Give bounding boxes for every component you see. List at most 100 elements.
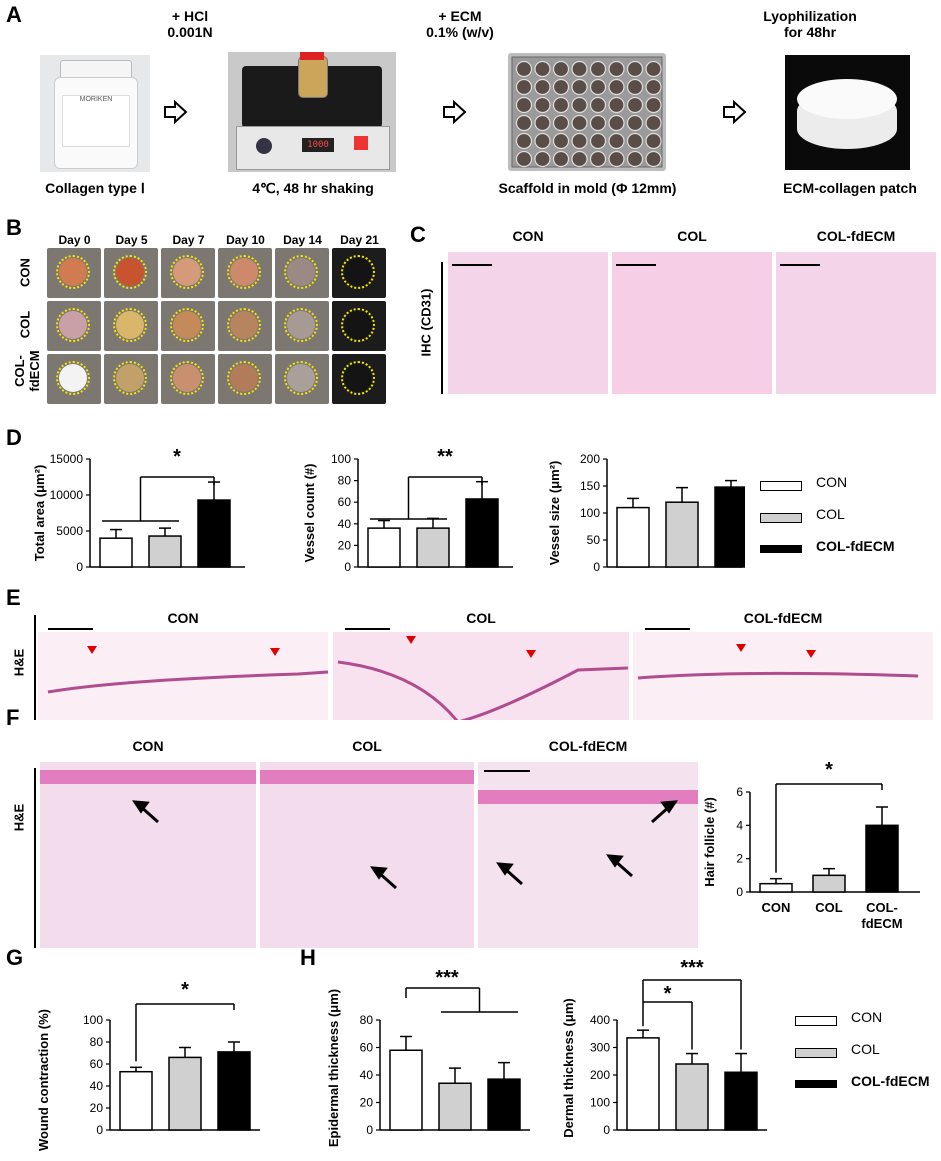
y-tick-label: 0 [76,560,83,574]
collagen-bottle-photo: MORIKEN [40,55,150,172]
x-tick-label: COL [815,900,843,915]
wound-contraction-chart: 0 20 40 60 80 100 Wound contraction (%) * [36,979,260,1151]
legend-swatch-2 [795,1080,837,1088]
panel-f-letter: F [6,705,20,730]
bar-2 [465,498,499,568]
y-tick-label: 40 [360,1068,374,1082]
c-histology-fdecm [776,252,936,394]
wound-photo [47,301,101,351]
bar-0 [119,1070,153,1131]
legend-label-2: COL-fdECM [816,538,895,554]
y-axis-label: Wound contraction (%) [36,1009,51,1151]
legend-swatch-1 [795,1048,837,1058]
bar-0 [626,1037,660,1131]
bar-0 [616,506,650,568]
significance-star: * [173,446,181,468]
scale-bar [616,264,656,266]
row-label-col-fdecm: COL- fdECM [12,341,44,401]
bar-0 [389,1049,423,1131]
well-icon [552,114,570,132]
wound-outline-ring [284,308,318,342]
y-tick-label: 15000 [50,452,84,466]
bar-1 [148,535,182,568]
step-lyo-line1: Lyophilization [763,8,857,24]
y-axis-label: Dermal thickness (μm) [561,998,576,1137]
wound-outline-ring [284,255,318,289]
y-axis-label: Epidermal thickness (μm) [326,989,341,1147]
ecm-patch-photo [785,55,910,170]
panel-b-letter: B [6,215,22,240]
panel-f-divider [34,768,36,948]
y-tick-label: 80 [90,1035,104,1049]
well-icon [589,96,607,114]
red-arrowhead-icon [736,644,746,652]
legend-swatch-0 [795,1016,837,1026]
bar-2 [487,1078,521,1131]
hair-follicle-chart: 0 2 4 6 Hair follicle (#) * CON COL COL-fdECM [702,759,920,931]
wound-photo [47,354,101,404]
y-tick-label: 200 [580,452,600,466]
wound-photo [104,301,158,351]
x-tick-label: fdECM [861,916,902,931]
ihc-side-label-wrap: IHC (CD31) [412,275,440,375]
well-icon [552,96,570,114]
step-lyo-label: Lyophilization for 48hr [745,8,875,40]
y-tick-label: 100 [331,452,351,466]
significance-star: *** [435,967,459,989]
well-icon [515,78,533,96]
wound-outline-ring [56,361,90,395]
x-tick-label: CON [762,900,791,915]
well-icon [608,114,625,132]
well-icon [626,78,644,96]
significance-star: * [181,979,189,1001]
y-tick-label: 60 [338,495,352,509]
bar-0 [759,882,793,893]
wound-outline-ring [113,255,147,289]
wound-outline-ring [170,308,204,342]
y-tick-label: 2 [736,852,743,866]
y-tick-label: 0 [593,560,600,574]
scale-bar [484,770,530,772]
bar-1 [438,1082,472,1131]
well-icon [589,132,607,150]
y-axis-label: Vessel size (μm²) [547,461,562,566]
wound-outline-ring [170,361,204,395]
f-histology-col [260,762,474,948]
well-icon [571,96,588,114]
scale-bar [645,628,690,630]
wound-photo [275,301,329,351]
wound-photo [104,354,158,404]
f-col-con: CON [132,738,164,754]
row-label-con: CON [17,258,33,287]
wound-photo [161,301,215,351]
well-icon [589,114,607,132]
wound-photo [47,248,101,298]
step-hcl-line1: + HCl [171,8,209,24]
bar-2 [724,1071,758,1131]
wound-outline-ring [170,255,204,289]
step-ecm-label: + ECM 0.1% (w/v) [405,8,515,40]
bar-2 [197,499,231,568]
y-tick-label: 0 [736,885,743,899]
red-arrowhead-icon [806,650,816,658]
well-icon [534,114,551,132]
y-tick-label: 40 [90,1079,104,1093]
day-label-1: Day 5 [115,233,148,247]
y-tick-label: 20 [360,1096,374,1110]
y-tick-label: 100 [590,1096,610,1110]
y-tick-label: 150 [580,479,600,493]
well-icon [515,96,533,114]
wound-photo [332,301,386,351]
y-axis-label: Vessel count (#) [302,464,317,563]
well-icon [645,132,662,150]
y-tick-label: 100 [83,1013,103,1027]
well-icon [645,114,662,132]
day-label-5: Day 21 [340,233,379,247]
panel-e-letter: E [6,585,21,610]
wound-photo [218,354,272,404]
c-histology-col [612,252,772,394]
wound-outline-ring [227,308,261,342]
well-icon [552,78,570,96]
y-tick-label: 60 [90,1057,104,1071]
ihc-side-label: IHC (CD31) [418,288,434,357]
